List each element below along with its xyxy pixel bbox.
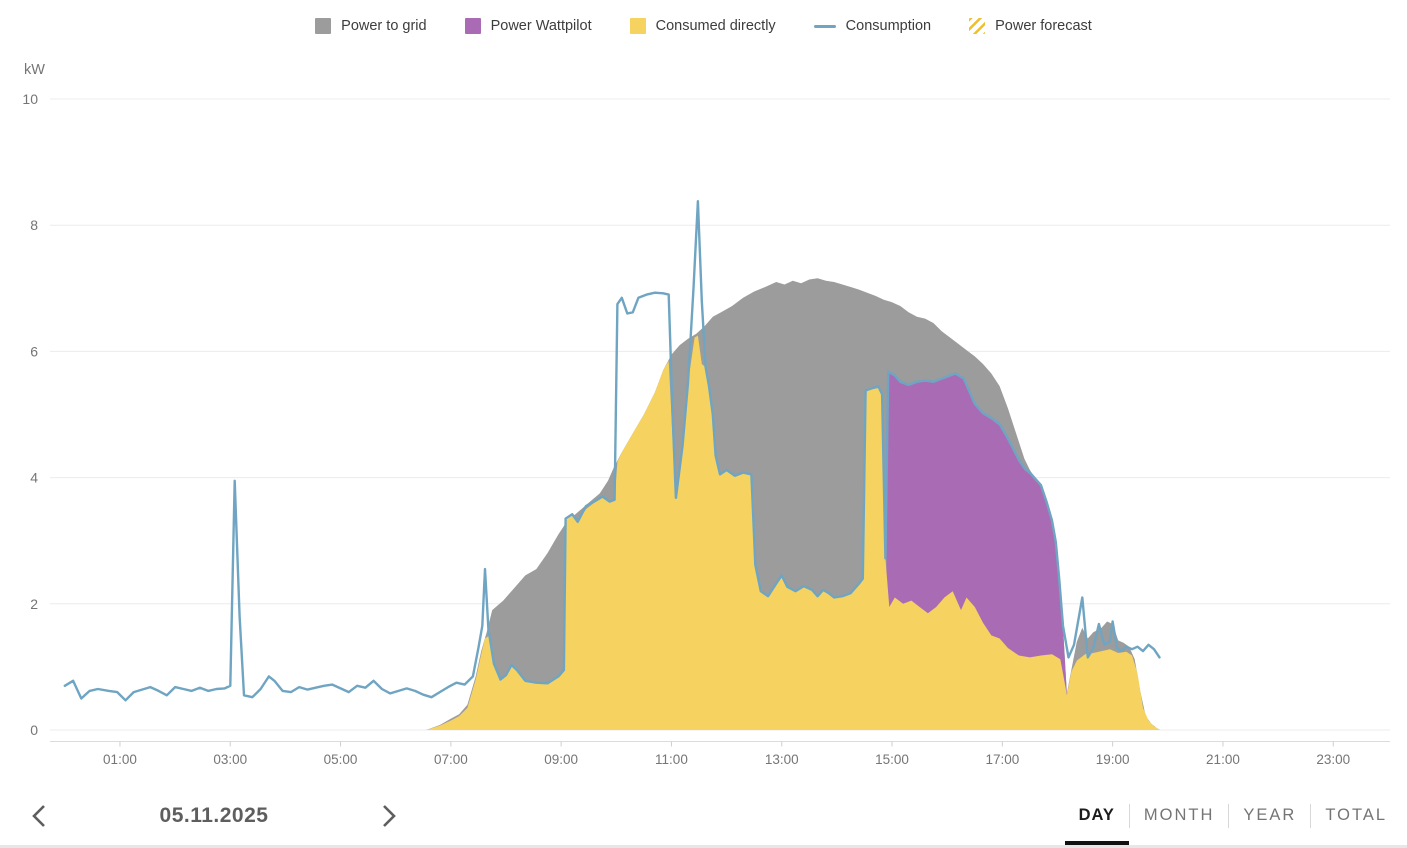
x-tick-label: 21:00 xyxy=(1206,752,1240,767)
x-tick-label: 11:00 xyxy=(655,752,688,767)
tab-separator xyxy=(1228,803,1230,828)
power-chart[interactable]: 10 8 6 4 2 0 01:00 03:00 05:00 07:00 09:00 11:00 13:… xyxy=(0,0,1407,786)
consumption-swatch-icon xyxy=(813,24,836,28)
y-axis-unit-label: kW xyxy=(24,62,45,78)
power-to-grid-swatch-icon xyxy=(315,18,332,34)
power-wattpilot-swatch-icon xyxy=(464,18,481,34)
tab-month[interactable]: MONTH xyxy=(1143,806,1215,824)
date-label: 05.11.2025 xyxy=(159,803,269,827)
x-tick-label: 23:00 xyxy=(1316,752,1350,767)
x-tick-label: 03:00 xyxy=(213,752,247,767)
bottom-bar: 05.11.2025 DAY MONTH YEAR TOTAL xyxy=(0,786,1407,845)
x-tick-label: 05:00 xyxy=(324,752,358,767)
x-tick-label: 09:00 xyxy=(544,752,578,767)
x-tick-label: 07:00 xyxy=(434,752,468,767)
legend-item-power-to-grid[interactable]: Power to grid xyxy=(315,18,427,34)
date-navigation: 05.11.2025 xyxy=(18,786,410,845)
y-tick-label: 6 xyxy=(30,343,38,359)
y-tick-label: 2 xyxy=(30,596,38,612)
chevron-left-icon xyxy=(32,804,45,827)
previous-day-button[interactable] xyxy=(18,795,60,837)
tab-separator xyxy=(1128,803,1130,828)
chart-legend: Power to grid Power Wattpilot Consumed dir… xyxy=(0,18,1407,34)
legend-label: Consumption xyxy=(845,18,932,34)
page-bottom-strip xyxy=(0,845,1407,848)
tab-day[interactable]: DAY xyxy=(1064,786,1129,845)
power-forecast-swatch-icon xyxy=(969,18,986,34)
consumed-directly-swatch-icon xyxy=(629,18,646,34)
y-tick-label: 8 xyxy=(30,217,38,233)
y-tick-label: 4 xyxy=(30,470,38,486)
x-tick-label: 01:00 xyxy=(103,752,137,767)
legend-label: Power forecast xyxy=(995,18,1092,34)
legend-label: Power Wattpilot xyxy=(490,18,592,34)
tab-separator xyxy=(1310,803,1312,828)
legend-label: Power to grid xyxy=(341,18,427,34)
x-tick-label: 19:00 xyxy=(1096,752,1130,767)
legend-label: Consumed directly xyxy=(655,18,776,34)
area-consumed-directly xyxy=(426,335,1161,730)
legend-item-power-forecast[interactable]: Power forecast xyxy=(969,18,1092,34)
x-tick-label: 13:00 xyxy=(765,752,799,767)
x-tick-label: 17:00 xyxy=(985,752,1019,767)
next-day-button[interactable] xyxy=(368,795,410,837)
chevron-right-icon xyxy=(383,804,396,827)
x-tick-label: 15:00 xyxy=(875,752,909,767)
tab-total[interactable]: TOTAL xyxy=(1325,806,1387,824)
period-tabs: DAY MONTH YEAR TOTAL xyxy=(1064,786,1401,845)
y-tick-label: 10 xyxy=(22,91,38,107)
legend-item-consumption[interactable]: Consumption xyxy=(813,18,932,34)
line-consumption xyxy=(63,200,1161,702)
legend-item-power-wattpilot[interactable]: Power Wattpilot xyxy=(464,18,592,34)
legend-item-consumed-directly[interactable]: Consumed directly xyxy=(629,18,776,34)
tab-year[interactable]: YEAR xyxy=(1243,806,1297,824)
y-tick-label: 0 xyxy=(30,722,38,738)
